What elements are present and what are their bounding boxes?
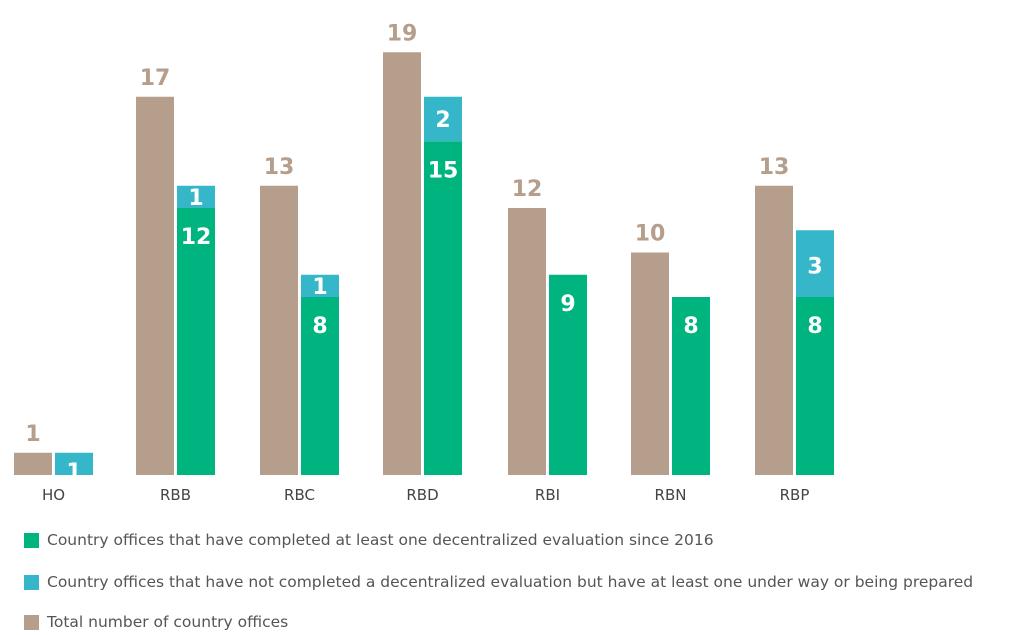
label-total-hq: 1: [25, 422, 40, 447]
legend-item-completed: Country offices that have completed at l…: [24, 530, 714, 550]
legend-label-total: Total number of country offices: [47, 613, 289, 631]
bar-under-way-rbp: [796, 230, 834, 297]
legend-item-total: Total number of country offices: [24, 612, 288, 632]
x-tick-label-rbn: RBN: [655, 486, 687, 500]
teal-square-icon: [24, 574, 39, 590]
legend-label-under-way: Country offices that have not completed …: [47, 573, 974, 591]
legend-item-under-way: Country offices that have not completed …: [24, 572, 973, 592]
label-total-rbn: 10: [635, 222, 666, 247]
x-tick-label-hq: HQ: [42, 486, 65, 500]
label-completed-rbd: 15: [428, 158, 459, 183]
bar-total-rbc: [260, 185, 298, 475]
legend-label-completed: Country offices that have completed at l…: [47, 531, 714, 549]
tan-square-icon: [24, 614, 39, 630]
label-completed-rbc: 8: [312, 314, 327, 339]
bar-completed-rbd: [424, 141, 462, 475]
label-completed-rbb: 12: [181, 225, 212, 250]
x-tick-label-rbp: RBP: [780, 486, 810, 500]
bar-under-way-hq: [55, 452, 93, 475]
label-total-rbc: 13: [264, 155, 295, 180]
bar-total-rbj: [508, 208, 546, 475]
bar-total-rbp: [755, 185, 793, 475]
bar-chart: 11HQ17121RBB1381RBC19152RBD129RBJ108RBN1…: [14, 21, 834, 500]
bar-under-way-rbc: [301, 274, 339, 297]
x-tick-label-rbd: RBD: [406, 486, 438, 500]
label-completed-rbn: 8: [683, 314, 698, 339]
bar-completed-rbn: [672, 297, 710, 475]
bar-completed-rbp: [796, 297, 834, 475]
bar-completed-rbb: [177, 208, 215, 475]
x-tick-label-rbj: RBJ: [535, 486, 560, 500]
bar-total-hq: [14, 452, 52, 475]
label-under-way-rbc: 1: [312, 275, 327, 300]
label-total-rbd: 19: [387, 21, 418, 46]
bar-under-way-rbb: [177, 185, 215, 208]
label-under-way-rbb: 1: [188, 186, 203, 211]
bar-total-rbd: [383, 52, 421, 475]
bar-completed-rbc: [301, 297, 339, 475]
bar-under-way-rbd: [424, 96, 462, 142]
label-completed-rbp: 8: [807, 314, 822, 339]
label-completed-rbj: 9: [560, 292, 575, 317]
bar-completed-rbj: [549, 274, 587, 475]
label-under-way-rbp: 3: [807, 255, 822, 280]
bar-total-rbb: [136, 96, 174, 475]
label-total-rbp: 13: [759, 155, 790, 180]
label-under-way-hq: 1: [66, 460, 81, 485]
label-total-rbb: 17: [140, 66, 171, 91]
x-tick-label-rbb: RBB: [160, 486, 191, 500]
label-under-way-rbd: 2: [435, 108, 450, 133]
label-total-rbj: 12: [512, 177, 543, 202]
bar-total-rbn: [631, 252, 669, 475]
green-square-icon: [24, 532, 39, 548]
x-tick-label-rbc: RBC: [284, 486, 315, 500]
